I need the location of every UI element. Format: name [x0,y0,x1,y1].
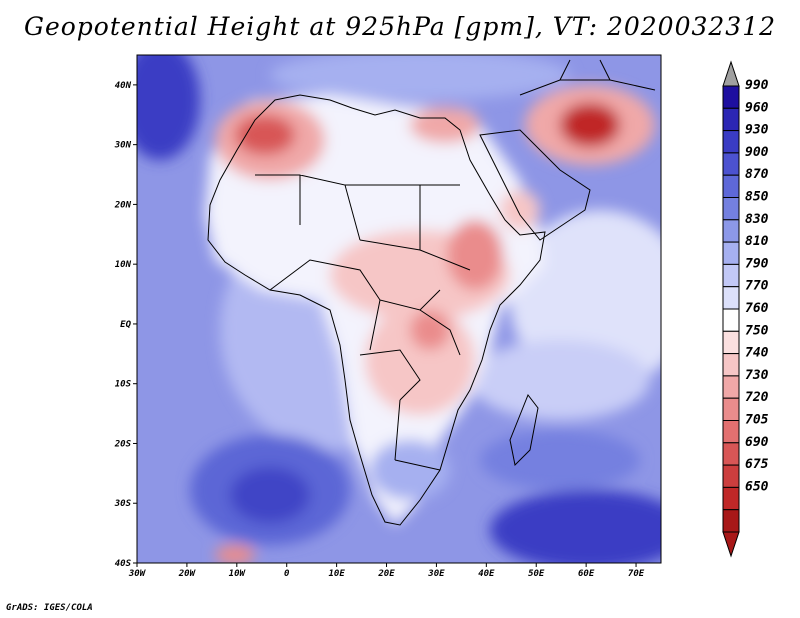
colorbar-level-label: 770 [745,279,769,294]
colorbar-swatch [722,330,740,355]
colorbar-level-label: 870 [745,167,769,182]
colorbar-level-label: 790 [745,256,769,271]
map-title: Geopotential Height at 925hPa [gpm], VT:… [23,12,777,41]
colorbar-level-label: 960 [745,100,769,115]
longitude-axis: 30W 20W 10W 0 10E 20E 30E 40E 50E 60E 70E [128,563,645,579]
colorbar-swatch [722,219,740,243]
latitude-axis: 40N 30N 20N 10N EQ 10S 20S 30S 40S [114,81,137,569]
lat-tick-label: 40N [115,81,132,91]
colorbar-swatch [722,263,740,288]
colorbar-swatch [722,286,740,310]
lat-tick-label: 10N [115,260,132,270]
coastlines [207,59,656,526]
lat-tick-label: EQ [120,320,131,330]
lon-tick-label: 70E [628,569,645,579]
lat-tick-label: 30N [114,141,132,151]
colorbar-level-label: 760 [745,301,769,316]
lon-tick-label: 50E [528,569,545,579]
colorbar-swatch [722,375,740,399]
colorbar-level-label: 675 [745,457,769,472]
colorbar-swatch [722,174,740,198]
colorbar-swatch [722,107,740,132]
lon-tick-label: 60E [578,569,595,579]
colorbar-level-label: 690 [745,435,769,450]
colorbar-level-label: 810 [745,234,769,249]
colorbar-swatch [722,442,740,466]
height-field [137,55,661,563]
lon-tick-label: 0 [284,569,290,579]
colorbar-max-arrow [722,60,740,87]
credit-label: GrADS: IGES/COLA [6,603,93,613]
colorbar-level-label: 850 [745,190,769,205]
lat-tick-label: 40S [115,559,132,569]
colorbar-level-label: 830 [745,212,769,227]
colorbar-min-arrow [722,531,740,558]
lon-tick-label: 20E [377,569,395,579]
colorbar: 990 960 930 900 870 850 830 810 790 770 760 750 740 7… [722,60,769,558]
lon-tick-label: 10W [229,569,247,579]
colorbar-level-label: 730 [745,368,769,383]
colorbar-swatch [722,152,740,176]
colorbar-level-label: 900 [745,145,769,160]
lat-tick-label: 20N [114,200,132,210]
map-frame [136,54,662,564]
colorbar-level-label: 930 [745,123,769,138]
colorbar-level-label: 650 [745,479,769,494]
colorbar-swatch [722,486,740,511]
colorbar-swatch [722,464,740,488]
lat-tick-label: 30S [114,499,132,509]
colorbar-level-label: 740 [745,346,769,361]
colorbar-level-label: 720 [745,390,769,405]
colorbar-swatch [722,85,740,109]
colorbar-swatch [722,353,740,377]
colorbar-swatch [722,420,740,444]
colorbar-swatch [722,397,740,422]
colorbar-swatch [722,130,740,154]
colorbar-swatch [722,241,740,265]
colorbar-level-label: 705 [745,413,769,428]
lon-tick-label: 30E [427,569,445,579]
colorbar-swatch [722,308,740,332]
colorbar-level-label: 750 [745,323,769,338]
lon-tick-label: 40E [478,569,495,579]
lon-tick-label: 10E [328,569,345,579]
lon-tick-label: 20W [178,569,197,579]
lon-tick-label: 30W [128,569,147,579]
colorbar-swatch [722,197,740,221]
colorbar-swatch [722,509,740,533]
lat-tick-label: 20S [114,439,132,449]
colorbar-level-label: 990 [745,78,769,93]
lat-tick-label: 10S [115,380,132,390]
